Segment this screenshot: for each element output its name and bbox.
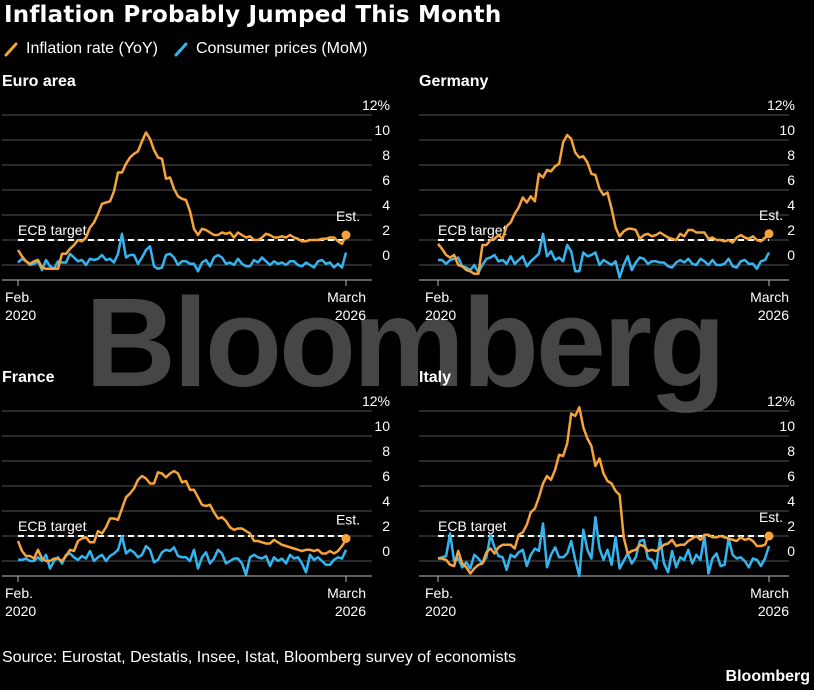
panel-germany: Germany 12% 10 8 6 4 2 0 Feb. 2020 March 2026 ECB ta… xyxy=(419,73,795,323)
ecb-target-label: ECB target xyxy=(438,518,507,534)
x-end-label: March 2026 xyxy=(327,585,366,619)
ecb-target-label: ECB target xyxy=(438,222,507,238)
y-tick-label: 12% xyxy=(767,97,795,113)
y-tick-label: 2 xyxy=(787,518,795,534)
estimate-label: Est. xyxy=(336,512,360,528)
brand-logo: Bloomberg xyxy=(725,668,810,685)
panel-title: Germany xyxy=(419,73,488,90)
x-start-label: Feb. 2020 xyxy=(5,585,36,619)
series-line-mom xyxy=(17,232,348,273)
y-tick-label: 10 xyxy=(779,122,795,138)
series-line-yoy xyxy=(437,133,770,276)
series-line-yoy xyxy=(16,469,348,563)
y-tick-label: 6 xyxy=(382,468,390,484)
estimate-point xyxy=(764,229,774,239)
estimate-point xyxy=(341,534,351,543)
y-tick-label: 4 xyxy=(382,493,390,509)
x-start-label: Feb. 2020 xyxy=(425,289,456,323)
legend-mom-swatch-icon xyxy=(174,42,188,57)
legend-yoy-label: Inflation rate (YoY) xyxy=(26,40,158,57)
x-end-label: March 2026 xyxy=(327,289,366,323)
x-end-label: March 2026 xyxy=(750,289,789,323)
legend-item-yoy: Inflation rate (YoY) xyxy=(4,40,158,58)
series-line-yoy xyxy=(16,131,348,271)
x-start-label: Feb. 2020 xyxy=(5,289,36,323)
panel-title: Euro area xyxy=(2,73,76,90)
y-tick-label: 2 xyxy=(382,518,390,534)
y-tick-label: 10 xyxy=(374,122,390,138)
y-tick-label: 10 xyxy=(374,418,390,434)
series-line-mom xyxy=(438,232,771,279)
y-tick-label: 8 xyxy=(787,147,795,163)
panel-france: France 12% 10 8 6 4 2 0 Feb. 2020 March 2026 ECB tar… xyxy=(2,369,390,619)
panel-title: Italy xyxy=(419,369,451,386)
y-tick-label: 0 xyxy=(382,247,390,263)
y-tick-label: 12% xyxy=(767,393,795,409)
y-tick-label: 10 xyxy=(779,418,795,434)
series-line-mom xyxy=(437,516,771,578)
y-tick-label: 8 xyxy=(787,443,795,459)
y-tick-label: 2 xyxy=(382,222,390,238)
y-tick-label: 8 xyxy=(382,443,390,459)
y-tick-label: 12% xyxy=(362,393,390,409)
ecb-target-label: ECB target xyxy=(18,518,87,534)
panel-euro-area: Euro area 12% 10 8 6 4 2 0 Feb. 2020 March 2026 ECB … xyxy=(2,73,390,323)
y-tick-label: 0 xyxy=(787,543,795,559)
series-line-mom xyxy=(18,534,348,577)
legend-item-mom: Consumer prices (MoM) xyxy=(174,40,368,58)
y-tick-label: 4 xyxy=(787,197,795,213)
panel-italy: Italy 12% 10 8 6 4 2 0 Feb. 2020 March 2026 ECB targ… xyxy=(419,369,795,619)
estimate-label: Est. xyxy=(759,207,783,223)
source-note: Source: Eurostat, Destatis, Insee, Istat… xyxy=(2,649,517,666)
panel-title: France xyxy=(2,369,55,386)
y-tick-label: 0 xyxy=(787,247,795,263)
y-tick-label: 2 xyxy=(787,222,795,238)
y-tick-label: 4 xyxy=(382,197,390,213)
watermark: Bloomberg xyxy=(85,272,726,413)
y-tick-label: 6 xyxy=(787,172,795,188)
y-tick-label: 8 xyxy=(382,147,390,163)
y-tick-label: 4 xyxy=(787,493,795,509)
legend-yoy-swatch-icon xyxy=(4,42,18,57)
ecb-target-label: ECB target xyxy=(18,222,87,238)
legend-mom-label: Consumer prices (MoM) xyxy=(195,40,368,57)
y-tick-label: 6 xyxy=(382,172,390,188)
series-line-yoy xyxy=(438,406,771,575)
estimate-point xyxy=(764,531,774,541)
estimate-label: Est. xyxy=(336,208,360,224)
chart-title: Inflation Probably Jumped This Month xyxy=(4,2,502,28)
y-tick-label: 12% xyxy=(362,97,390,113)
y-tick-label: 6 xyxy=(787,468,795,484)
x-start-label: Feb. 2020 xyxy=(425,585,456,619)
estimate-point xyxy=(341,230,351,240)
estimate-label: Est. xyxy=(759,509,783,525)
legend: Inflation rate (YoY) Consumer prices (Mo… xyxy=(4,40,384,58)
x-end-label: March 2026 xyxy=(750,585,789,619)
y-tick-label: 0 xyxy=(382,543,390,559)
